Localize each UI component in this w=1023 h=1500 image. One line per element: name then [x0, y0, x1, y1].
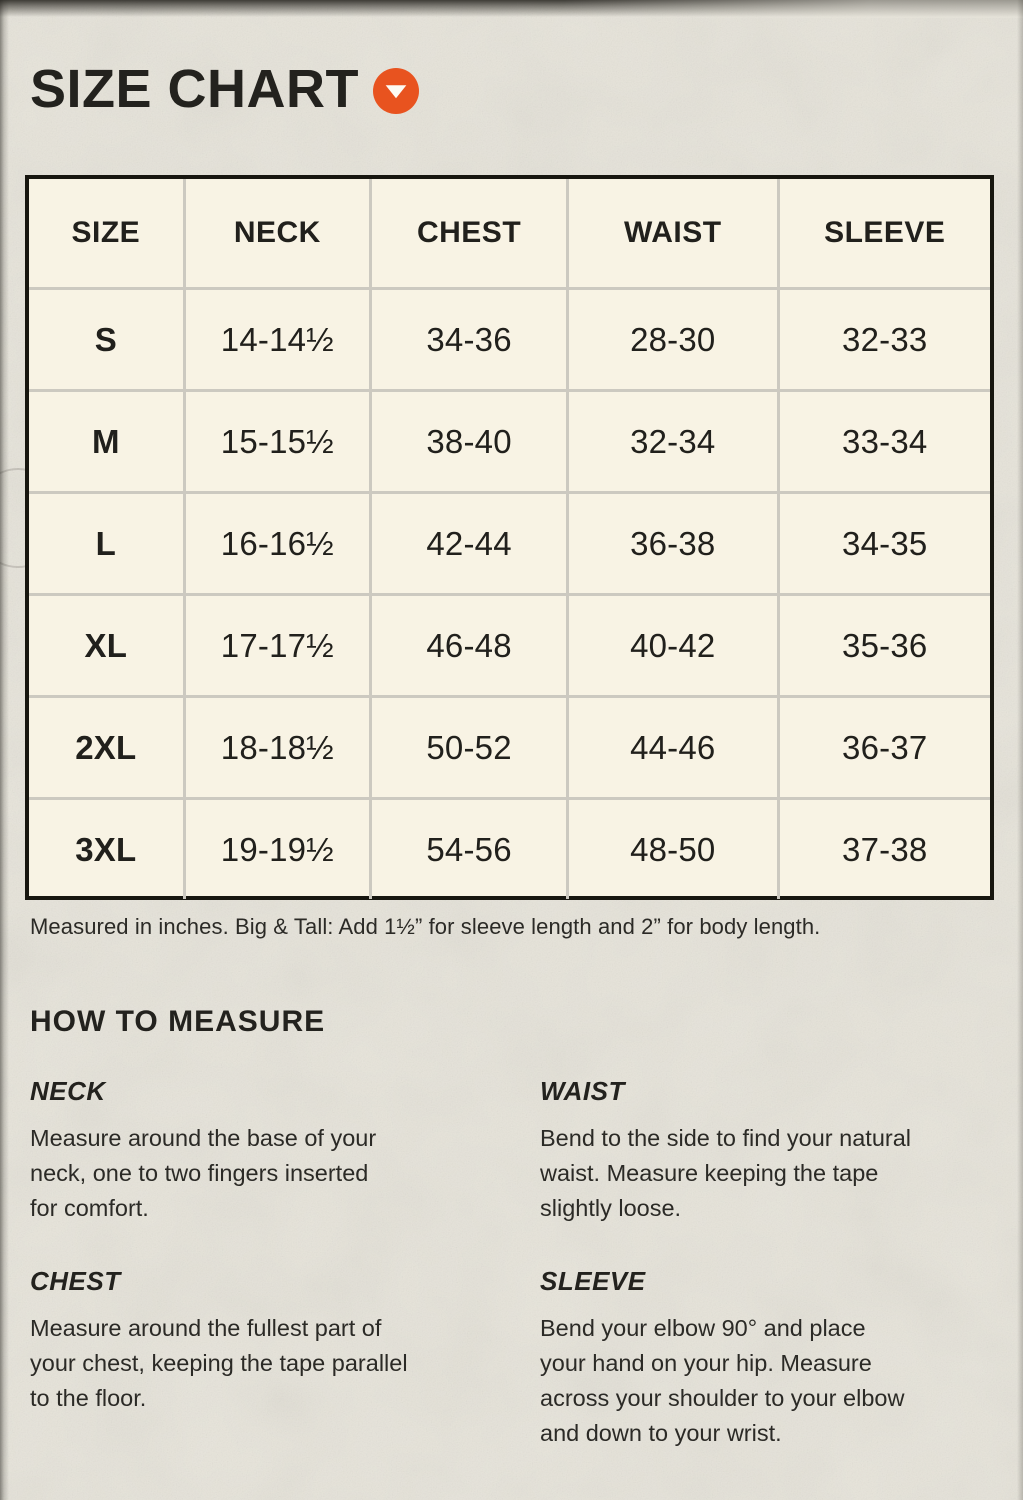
table-row: 2XL 18-18½ 50-52 44-46 36-37 [29, 698, 990, 800]
torn-top-edge [0, 0, 1023, 18]
table-row: M 15-15½ 38-40 32-34 33-34 [29, 392, 990, 494]
table-row: 3XL 19-19½ 54-56 48-50 37-38 [29, 800, 990, 899]
table-cell: 16-16½ [185, 494, 373, 596]
measure-section-chest: CHEST Measure around the fullest part of… [30, 1266, 505, 1451]
section-text: Bend your elbow 90° and place your hand … [540, 1315, 905, 1446]
table-cell: XL [29, 596, 186, 698]
column-header-sleeve: SLEEVE [779, 179, 990, 290]
section-heading: SLEEVE [540, 1266, 646, 1296]
table-cell: 2XL [29, 698, 186, 800]
section-heading: NECK [30, 1076, 106, 1106]
torn-right-edge [1017, 0, 1023, 1500]
chevron-down-icon[interactable] [373, 68, 419, 114]
column-header-size: SIZE [29, 179, 186, 290]
table-cell: 48-50 [569, 800, 780, 899]
table-cell: 54-56 [372, 800, 570, 899]
table-cell: 32-34 [569, 392, 780, 494]
table-header-row: SIZE NECK CHEST WAIST SLEEVE [29, 179, 990, 290]
section-text: Measure around the base of your neck, on… [30, 1125, 377, 1221]
table-row: XL 17-17½ 46-48 40-42 35-36 [29, 596, 990, 698]
section-heading: CHEST [30, 1266, 121, 1296]
table-cell: 34-36 [372, 290, 570, 392]
torn-top-edge-fade [0, 0, 1023, 18]
measure-section-waist: WAIST Bend to the side to find your natu… [540, 1076, 995, 1226]
torn-left-edge [0, 0, 9, 1500]
table-cell: 17-17½ [185, 596, 373, 698]
table-cell: 38-40 [372, 392, 570, 494]
how-to-measure-title: HOW TO MEASURE [30, 1005, 326, 1038]
section-heading: WAIST [540, 1076, 625, 1106]
table-cell: 14-14½ [185, 290, 373, 392]
table-cell: 36-37 [779, 698, 990, 800]
size-table: SIZE NECK CHEST WAIST SLEEVE S 14-14½ 34… [25, 175, 994, 900]
table-cell: 35-36 [779, 596, 990, 698]
column-header-neck: NECK [185, 179, 373, 290]
table-cell: 3XL [29, 800, 186, 899]
table-cell: 32-33 [779, 290, 990, 392]
table-cell: 19-19½ [186, 800, 373, 899]
table-row: L 16-16½ 42-44 36-38 34-35 [29, 494, 990, 596]
table-cell: L [29, 494, 186, 596]
section-text: Measure around the fullest part of your … [30, 1315, 408, 1411]
column-header-chest: CHEST [372, 179, 570, 290]
how-to-measure-sections: NECK Measure around the base of your nec… [30, 1076, 995, 1451]
table-row: S 14-14½ 34-36 28-30 32-33 [29, 290, 990, 392]
table-cell: 37-38 [842, 830, 928, 868]
table-cell: 40-42 [569, 596, 780, 698]
table-cell: 34-35 [779, 494, 990, 596]
title-row: SIZE CHART [30, 62, 419, 116]
table-cell: S [29, 290, 186, 392]
table-cell: 50-52 [372, 698, 570, 800]
table-cell: 18-18½ [185, 698, 373, 800]
column-header-waist: WAIST [569, 179, 780, 290]
section-text: Bend to the side to find your natural wa… [540, 1125, 912, 1221]
table-cell: 36-38 [569, 494, 780, 596]
table-cell: 33-34 [779, 392, 990, 494]
measure-section-neck: NECK Measure around the base of your nec… [30, 1076, 505, 1226]
measure-section-sleeve: SLEEVE Bend your elbow 90° and place you… [540, 1266, 995, 1451]
table-cell: 42-44 [372, 494, 570, 596]
table-cell: 15-15½ [185, 392, 373, 494]
table-cell: 44-46 [569, 698, 780, 800]
table-cell: M [29, 392, 186, 494]
table-footnote: Measured in inches. Big & Tall: Add 1½” … [30, 914, 821, 939]
table-cell: 28-30 [569, 290, 780, 392]
table-cell: 46-48 [372, 596, 570, 698]
page-title: SIZE CHART [30, 59, 359, 119]
